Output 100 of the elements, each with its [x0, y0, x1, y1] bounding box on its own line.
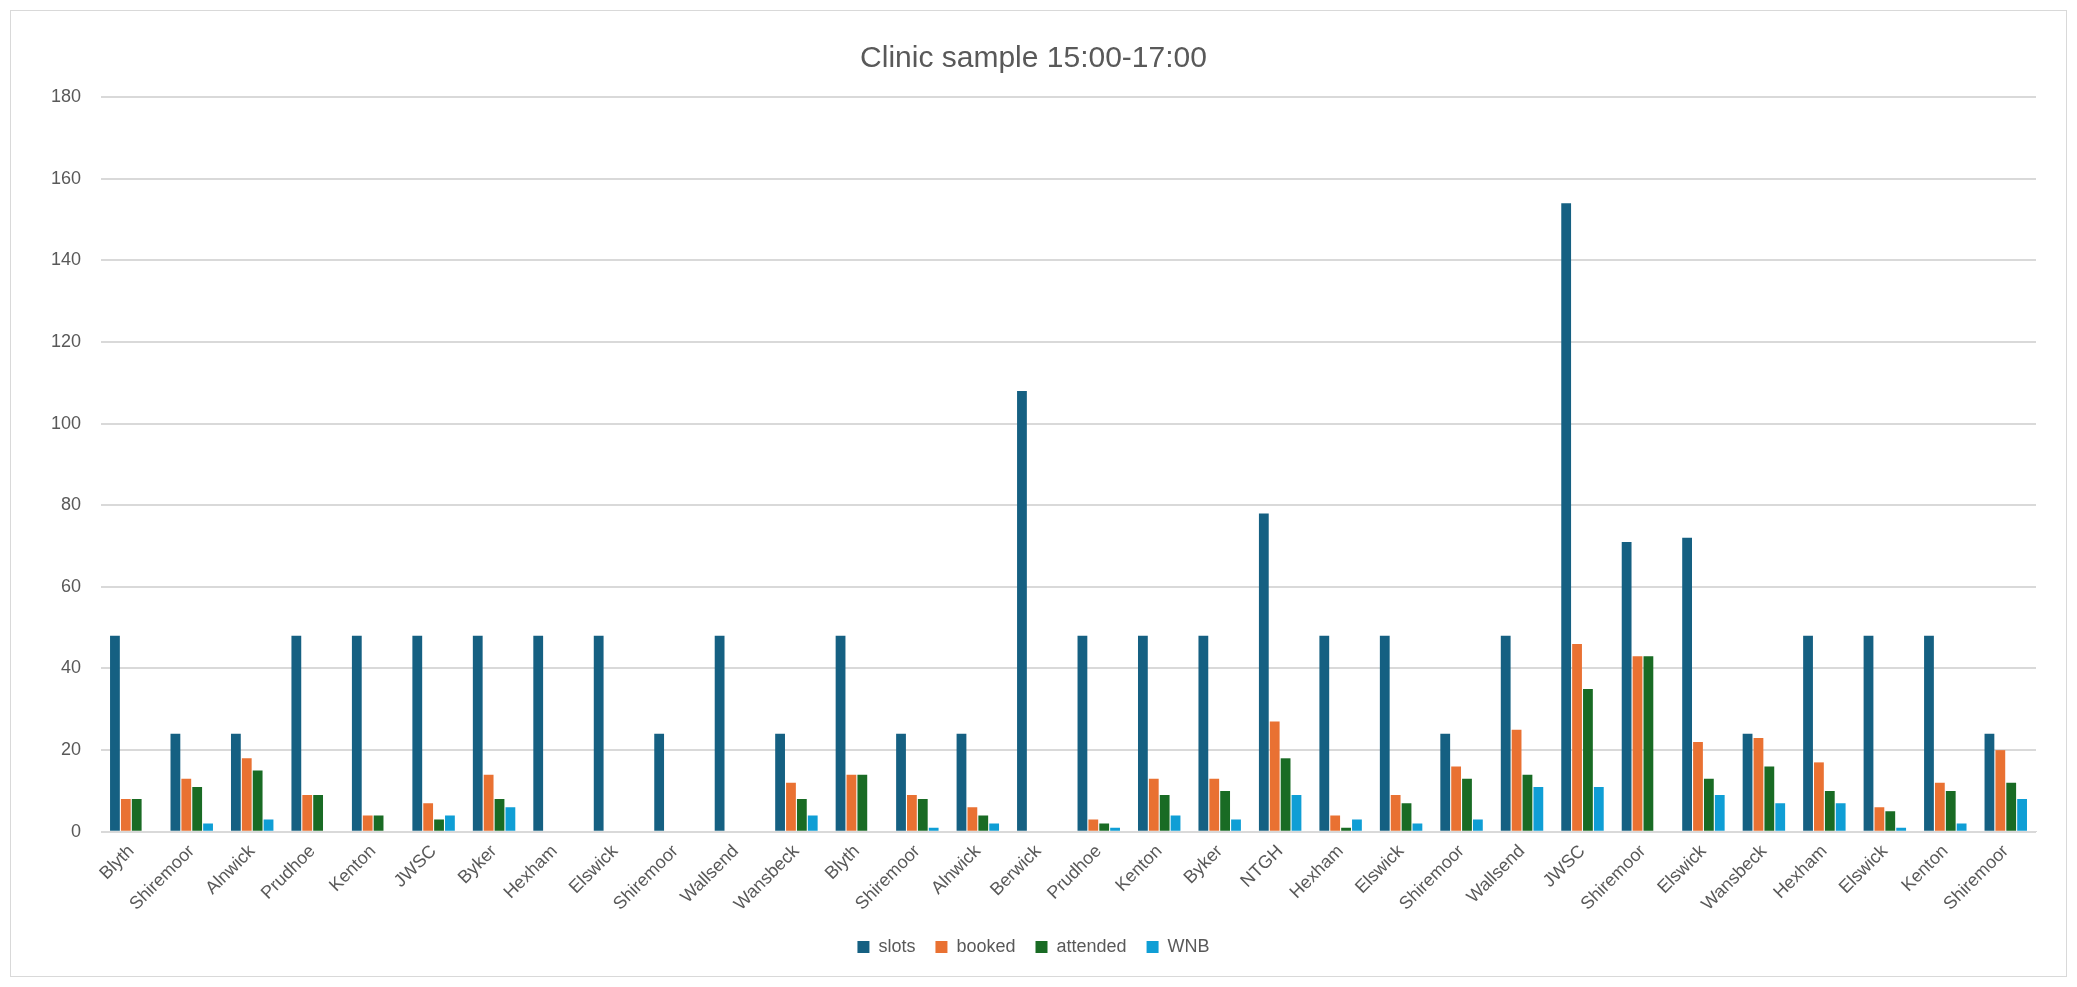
- bar: [1099, 823, 1110, 831]
- bar: [1412, 823, 1423, 831]
- bar: [483, 774, 494, 831]
- bar: [1945, 790, 1956, 831]
- bar: [1401, 803, 1412, 831]
- bar: [1440, 733, 1451, 831]
- bar: [373, 815, 384, 831]
- bar: [1924, 635, 1934, 831]
- bar: [1984, 733, 1995, 831]
- y-tick-label: 80: [61, 494, 82, 515]
- bar: [1643, 656, 1654, 831]
- bar: [846, 774, 857, 831]
- bar: [313, 795, 324, 831]
- bar: [775, 733, 785, 831]
- bar: [1170, 815, 1181, 831]
- bar: [1874, 807, 1885, 831]
- bar: [967, 807, 978, 831]
- y-tick-label: 160: [50, 167, 82, 188]
- bar: [263, 819, 274, 831]
- bar: [505, 807, 516, 831]
- bar: [181, 778, 192, 831]
- bar: [989, 823, 1000, 831]
- bar: [1693, 741, 1703, 831]
- bar: [1209, 778, 1220, 831]
- bar: [1714, 795, 1725, 831]
- y-tick-label: 140: [50, 249, 82, 270]
- bar: [1956, 823, 1967, 831]
- bar: [1341, 827, 1351, 831]
- bar: [786, 782, 796, 831]
- bar: [835, 635, 846, 831]
- bar: [593, 635, 604, 831]
- bar: [494, 799, 505, 831]
- bar: [291, 635, 302, 831]
- bar: [434, 819, 444, 831]
- bar: [1231, 819, 1241, 831]
- bar: [252, 770, 263, 831]
- bar: [241, 758, 252, 831]
- bar: [1934, 782, 1945, 831]
- bar: [445, 815, 455, 831]
- bar: [362, 815, 373, 831]
- bar: [1220, 790, 1231, 831]
- bar: [796, 799, 807, 831]
- bar: [1472, 819, 1483, 831]
- bar: [1533, 786, 1544, 831]
- bar: [1110, 827, 1120, 831]
- bar: [1753, 737, 1764, 831]
- bar: [857, 774, 868, 831]
- bar: [1621, 541, 1632, 831]
- bar: [1198, 635, 1209, 831]
- bar: [1352, 819, 1362, 831]
- bar: [192, 786, 203, 831]
- bar: [131, 799, 142, 831]
- bar: [1583, 688, 1593, 831]
- bar: [2017, 799, 2027, 831]
- bar: [1017, 390, 1027, 831]
- y-tick-label: 40: [61, 657, 82, 678]
- bar: [1379, 635, 1390, 831]
- bar: [928, 827, 939, 831]
- bar: [1775, 803, 1786, 831]
- bar: [1632, 656, 1643, 831]
- bar: [714, 635, 725, 831]
- bar: [1319, 635, 1330, 831]
- bar: [230, 733, 241, 831]
- y-tick-label: 120: [50, 330, 82, 351]
- bar: [1291, 795, 1302, 831]
- bar: [1764, 766, 1775, 831]
- bar: [110, 635, 120, 831]
- bar: [917, 799, 928, 831]
- bar: [1896, 827, 1907, 831]
- bar: [1137, 635, 1148, 831]
- bar: [1593, 786, 1604, 831]
- bar: [1522, 774, 1533, 831]
- bar: [654, 733, 665, 831]
- bar: [2006, 782, 2017, 831]
- bar: [1330, 815, 1341, 831]
- legend-label: slots: [878, 935, 916, 956]
- bar: [1462, 778, 1472, 831]
- bar: [1148, 778, 1159, 831]
- bar: [1077, 635, 1088, 831]
- bar: [1500, 635, 1511, 831]
- bar: [120, 799, 131, 831]
- y-tick-label: 180: [50, 85, 82, 106]
- bar: [351, 635, 362, 831]
- bar: [1803, 635, 1813, 831]
- bar: [1451, 766, 1462, 831]
- y-tick-label: 100: [50, 412, 82, 433]
- bar: [1511, 729, 1522, 831]
- bar: [807, 815, 818, 831]
- bar: [1824, 790, 1835, 831]
- bar: [170, 733, 181, 831]
- legend-label: WNB: [1167, 935, 1210, 956]
- bar: [1088, 819, 1099, 831]
- bar: [1269, 721, 1280, 831]
- bar: [1390, 795, 1401, 831]
- y-tick-label: 0: [71, 820, 82, 841]
- chart-title: Clinic sample 15:00-17:00: [860, 40, 1207, 74]
- bar: [533, 635, 544, 831]
- y-tick-label: 20: [61, 739, 82, 760]
- bar: [1863, 635, 1874, 831]
- bar: [907, 795, 917, 831]
